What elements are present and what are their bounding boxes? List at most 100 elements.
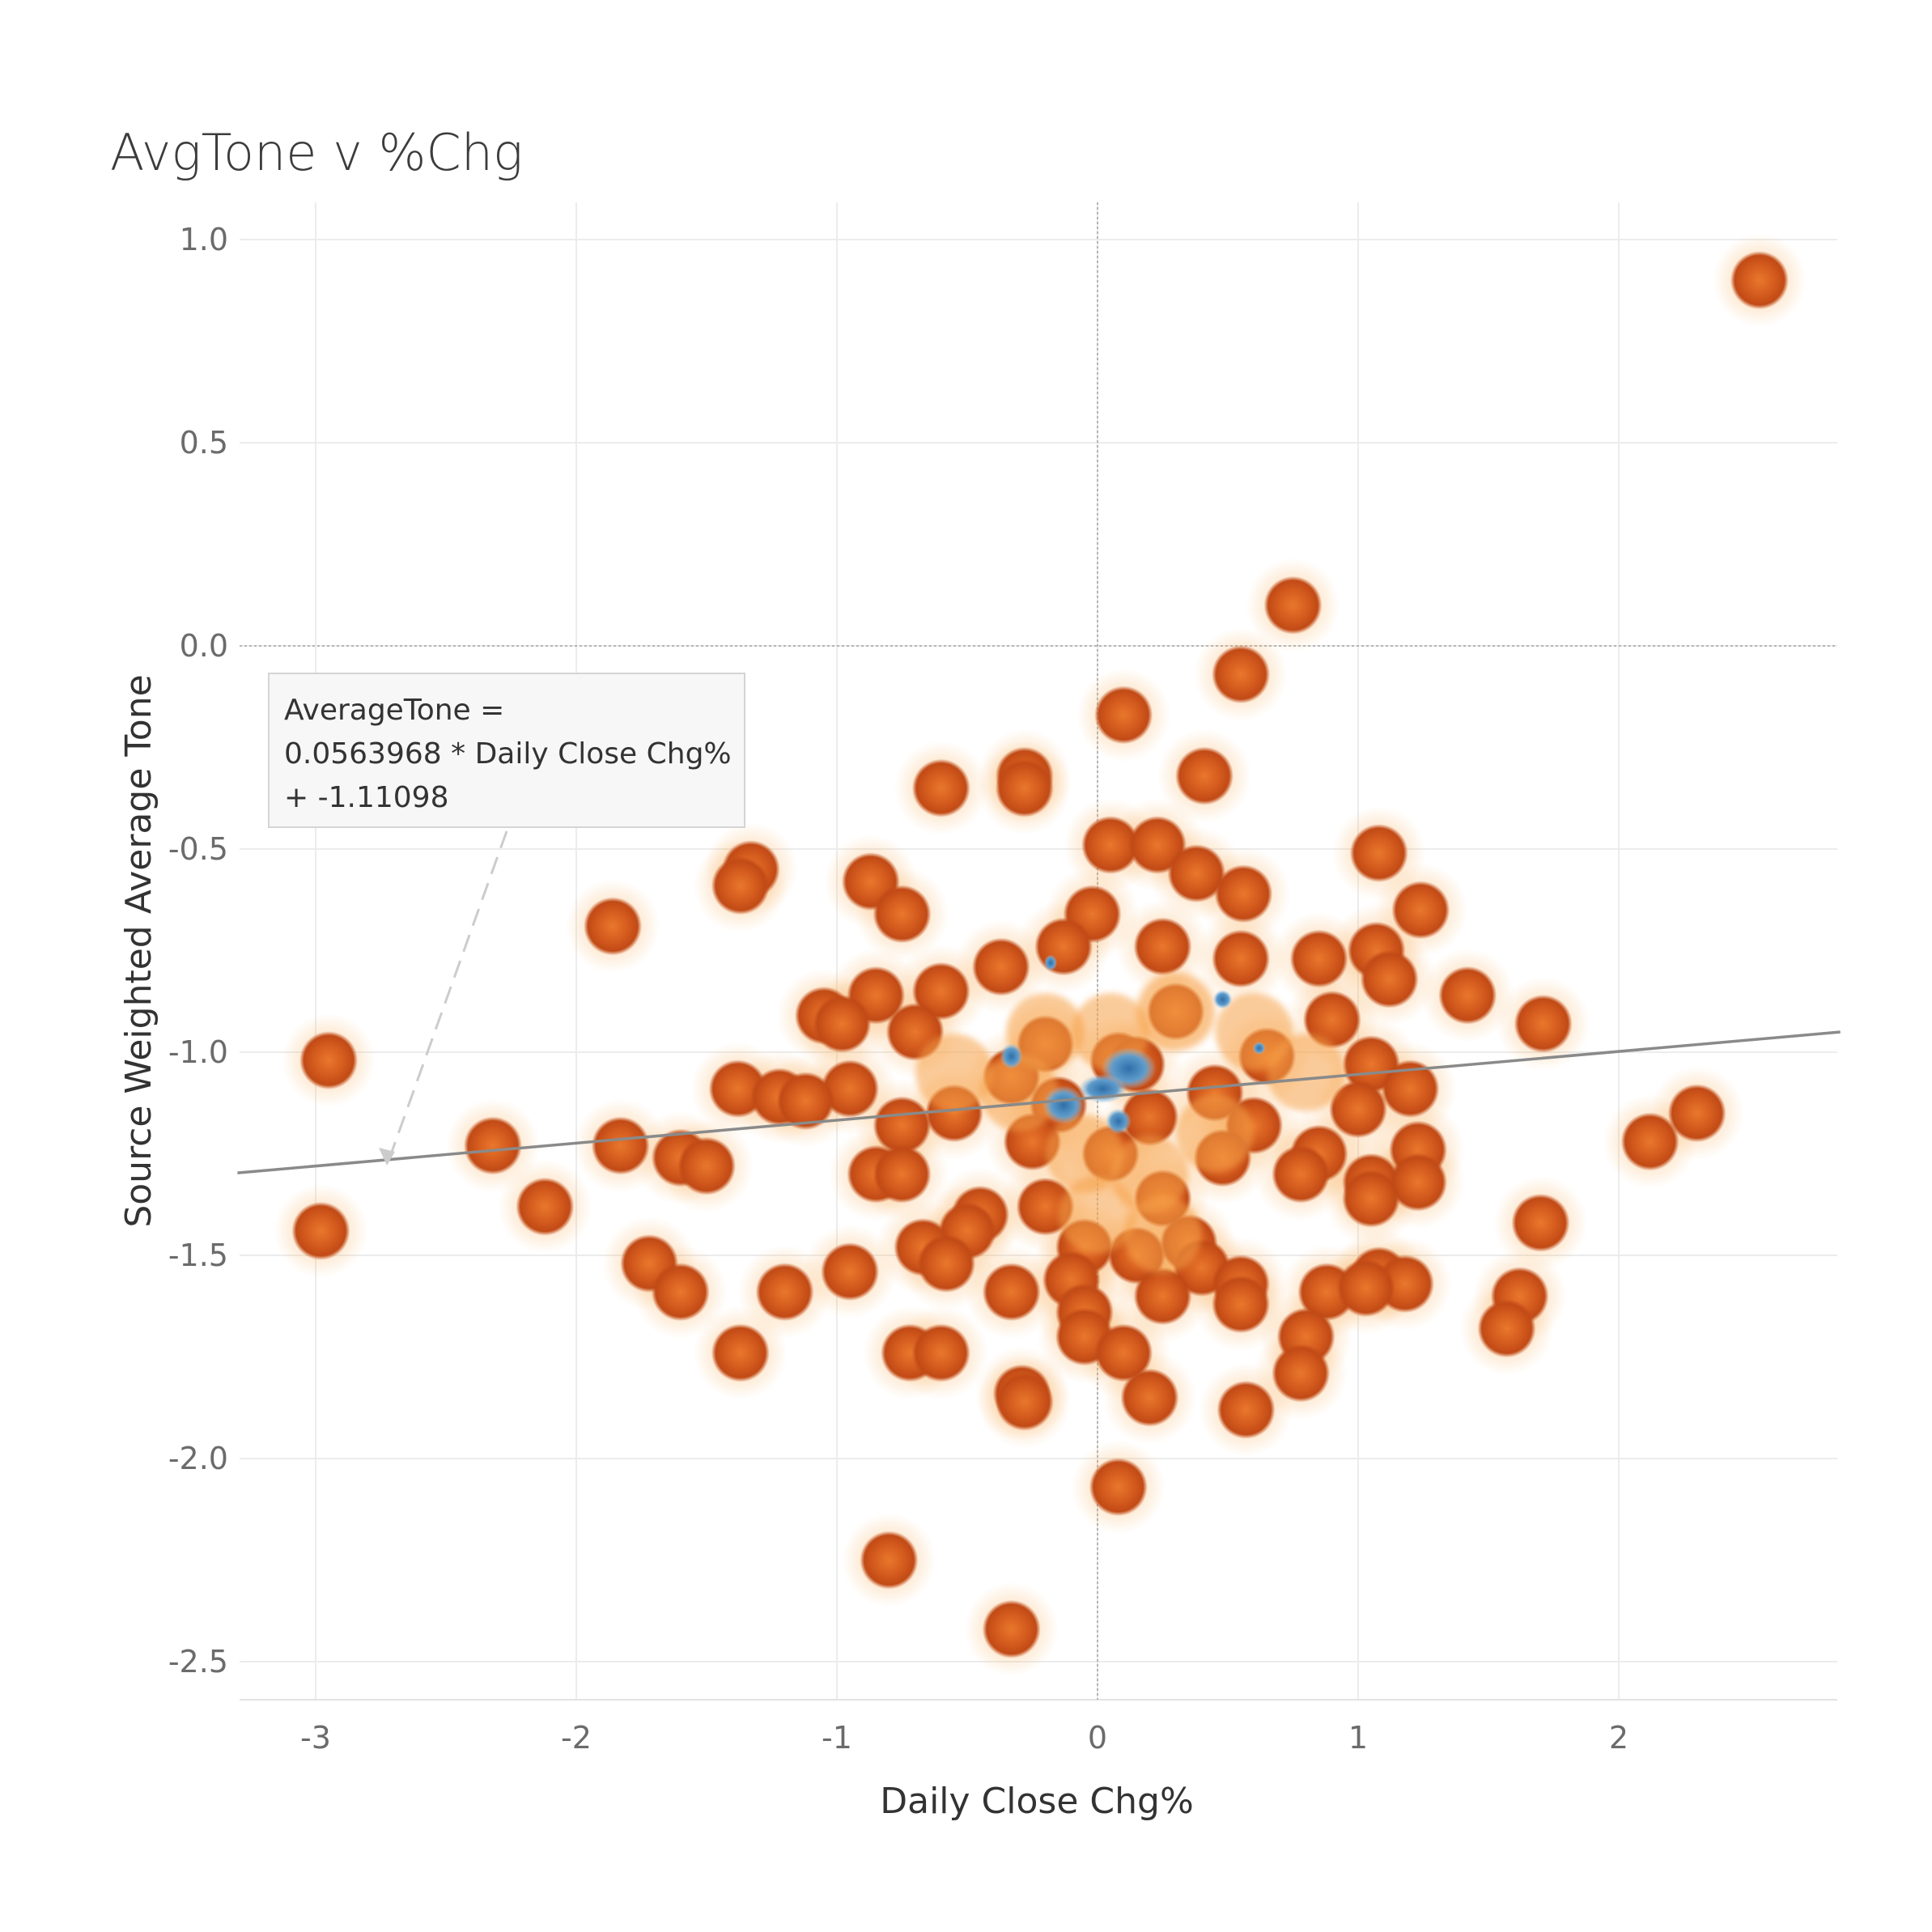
density-hotspots [915, 954, 1345, 1274]
data-point[interactable] [291, 1201, 350, 1260]
data-point[interactable] [1360, 949, 1419, 1008]
data-points [291, 251, 1789, 1658]
x-tick-label: -3 [300, 1720, 331, 1756]
x-tick-label: 2 [1609, 1720, 1628, 1756]
data-point[interactable] [776, 1072, 835, 1131]
data-point[interactable] [911, 1323, 970, 1382]
data-point[interactable] [1034, 917, 1093, 976]
data-point[interactable] [1175, 746, 1234, 805]
data-point[interactable] [463, 1116, 522, 1175]
data-point[interactable] [860, 1531, 919, 1590]
data-point[interactable] [1381, 1059, 1440, 1119]
data-point[interactable] [711, 1323, 770, 1382]
data-point[interactable] [873, 1144, 932, 1204]
data-point[interactable] [1214, 864, 1273, 924]
data-point[interactable] [711, 856, 770, 915]
data-point[interactable] [1089, 1458, 1148, 1517]
data-point[interactable] [1212, 1275, 1271, 1334]
trend-annotation[interactable]: AverageTone = 0.0563968 * Daily Close Ch… [268, 673, 745, 828]
data-point[interactable] [1289, 929, 1348, 988]
data-point[interactable] [1167, 844, 1226, 903]
data-point[interactable] [1302, 990, 1361, 1049]
data-point[interactable] [873, 885, 932, 944]
data-point[interactable] [1133, 1267, 1192, 1326]
data-point[interactable] [1514, 994, 1573, 1053]
density-light [1267, 1034, 1345, 1112]
y-tick-label: -2.5 [168, 1644, 228, 1679]
y-axis-ticks: 1.0 0.5 0.0 -0.5 -1.0 -1.5 -2.0 -2.5 [168, 222, 228, 1679]
data-point[interactable] [1730, 251, 1789, 310]
data-point[interactable] [1342, 1169, 1401, 1228]
data-point[interactable] [1120, 1368, 1179, 1427]
annotation-line-2: 0.0563968 * Daily Close Chg% [284, 737, 732, 771]
data-point[interactable] [821, 1059, 880, 1119]
trend-line-group [237, 1030, 1841, 1174]
data-point[interactable] [1081, 815, 1140, 874]
data-point[interactable] [1272, 1344, 1331, 1403]
data-point[interactable] [1391, 881, 1450, 940]
density-light [1045, 1115, 1123, 1193]
density-hotspot [1252, 1041, 1266, 1055]
density-hotspot [1105, 1108, 1132, 1135]
density-light [1215, 992, 1293, 1071]
annotation-line-3: + -1.11098 [284, 781, 449, 814]
density-light [915, 1034, 993, 1112]
annotation-arrowhead [379, 1148, 395, 1166]
data-point[interactable] [982, 1599, 1041, 1658]
data-point[interactable] [1620, 1112, 1679, 1171]
density-hotspot [1042, 1085, 1085, 1125]
x-axis-title: Daily Close Chg% [880, 1781, 1194, 1822]
y-tick-label: 0.0 [180, 628, 228, 664]
data-point[interactable] [299, 1031, 359, 1090]
y-tick-label: -0.5 [168, 831, 228, 867]
data-point[interactable] [1263, 575, 1323, 635]
data-point[interactable] [1329, 1080, 1387, 1139]
data-point[interactable] [1667, 1084, 1726, 1143]
data-point[interactable] [971, 937, 1030, 996]
data-point[interactable] [1133, 917, 1192, 976]
data-point[interactable] [1477, 1299, 1536, 1358]
y-tick-label: -2.0 [168, 1441, 228, 1476]
x-tick-label: 0 [1088, 1720, 1107, 1756]
density-light [1059, 1175, 1136, 1254]
density-hotspot [1044, 954, 1058, 971]
data-point[interactable] [982, 1263, 1041, 1322]
data-point[interactable] [1120, 1088, 1179, 1147]
data-point[interactable] [1511, 1193, 1570, 1252]
data-point[interactable] [917, 1234, 976, 1293]
data-point[interactable] [1389, 1153, 1448, 1212]
density-light [1175, 1094, 1254, 1173]
data-point[interactable] [1212, 645, 1271, 704]
x-tick-label: 1 [1348, 1720, 1368, 1756]
data-point[interactable] [516, 1177, 575, 1236]
data-point[interactable] [873, 1096, 932, 1155]
y-tick-label: -1.0 [168, 1034, 228, 1070]
data-point[interactable] [1438, 966, 1497, 1025]
data-point[interactable] [911, 758, 970, 817]
y-axis-title: Source Weighted Average Tone [118, 674, 159, 1227]
density-light [1136, 972, 1215, 1051]
data-point[interactable] [1336, 1259, 1395, 1318]
data-point[interactable] [1094, 686, 1153, 745]
annotation-line-1: AverageTone = [284, 694, 505, 727]
data-point[interactable] [821, 1242, 880, 1301]
data-point[interactable] [1217, 1380, 1276, 1439]
data-point[interactable] [591, 1116, 650, 1175]
density-light [1110, 1135, 1189, 1213]
data-point[interactable] [1212, 929, 1271, 988]
data-point[interactable] [1094, 1323, 1153, 1382]
density-light [1123, 1195, 1202, 1274]
data-point[interactable] [995, 1372, 1054, 1431]
density-light [1006, 992, 1085, 1071]
data-point[interactable] [1272, 1144, 1331, 1204]
trend-line[interactable] [237, 1030, 1841, 1174]
x-tick-label: -1 [822, 1720, 852, 1756]
data-point[interactable] [995, 758, 1054, 817]
data-point[interactable] [813, 994, 872, 1053]
data-point[interactable] [1349, 824, 1408, 883]
data-point[interactable] [584, 897, 643, 956]
data-point[interactable] [677, 1136, 736, 1195]
data-point[interactable] [755, 1263, 814, 1322]
data-point[interactable] [651, 1263, 710, 1322]
y-tick-label: -1.5 [168, 1238, 228, 1273]
